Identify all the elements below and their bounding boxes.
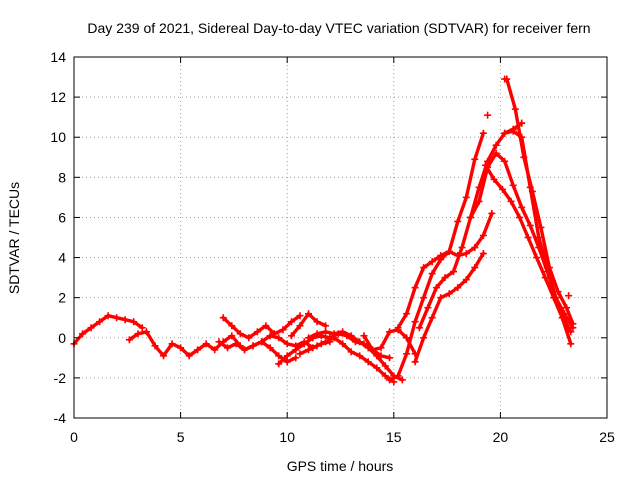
x-tick-labels: 0 5 10 15 20 25 xyxy=(70,429,615,445)
marker-layer xyxy=(70,75,577,386)
series-arc-p xyxy=(483,163,573,346)
series-arc-e xyxy=(221,314,302,340)
x-axis-label: GPS time / hours xyxy=(287,458,394,474)
x-tick-label: 15 xyxy=(386,429,402,445)
ticks-layer xyxy=(73,56,608,419)
series-arc-q xyxy=(505,77,575,326)
y-tick-label: 14 xyxy=(50,49,66,65)
x-tick-label: 20 xyxy=(493,429,509,445)
y-tick-labels: -4 -2 0 2 4 6 8 10 12 14 xyxy=(50,49,66,426)
chart-title: Day 239 of 2021, Sidereal Day-to-day VTE… xyxy=(87,20,590,36)
x-tick-label: 10 xyxy=(279,429,295,445)
y-tick-label: 10 xyxy=(50,129,66,145)
y-tick-label: -4 xyxy=(54,410,67,426)
x-tick-label: 5 xyxy=(177,429,185,445)
y-tick-label: 8 xyxy=(58,169,66,185)
y-tick-label: -2 xyxy=(54,370,67,386)
x-tick-label: 25 xyxy=(599,429,615,445)
y-axis-label: SDTVAR / TECUs xyxy=(6,182,22,294)
series-arc-k xyxy=(387,131,485,382)
x-tick-label: 0 xyxy=(70,429,78,445)
plot-frame xyxy=(73,56,608,419)
y-tick-label: 12 xyxy=(50,89,66,105)
series-arc-l xyxy=(396,211,494,330)
y-tick-label: 4 xyxy=(58,250,66,266)
grid-layer xyxy=(74,57,607,418)
y-tick-label: 2 xyxy=(58,290,66,306)
y-tick-label: 6 xyxy=(58,209,66,225)
y-tick-label: 0 xyxy=(58,330,66,346)
